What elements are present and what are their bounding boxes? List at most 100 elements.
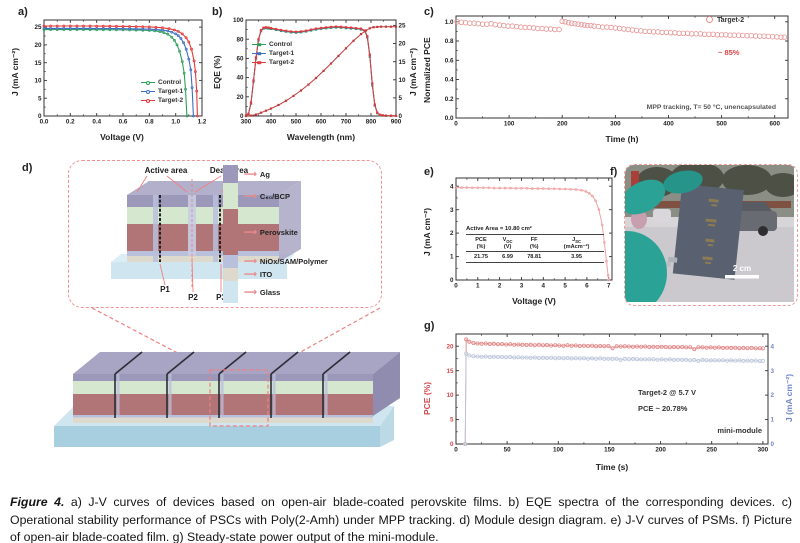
inset-side-face bbox=[279, 181, 301, 262]
svg-text:300: 300 bbox=[758, 447, 769, 454]
glove-finger bbox=[663, 170, 703, 194]
panel-a-label: a) bbox=[18, 6, 28, 18]
line-marker-icon bbox=[252, 42, 266, 47]
ff-value: 78.81 bbox=[527, 254, 542, 261]
niox-layer bbox=[73, 415, 373, 418]
svg-text:5: 5 bbox=[563, 283, 567, 290]
svg-text:0: 0 bbox=[38, 113, 42, 120]
panel-g-xlabel: Time (s) bbox=[595, 462, 629, 472]
svg-text:900: 900 bbox=[391, 119, 402, 126]
inset-niox bbox=[127, 251, 279, 256]
arrow-icon: ⟶ bbox=[244, 168, 257, 179]
svg-text:4: 4 bbox=[542, 283, 546, 290]
legend-item: Target-2 bbox=[252, 58, 294, 67]
panel-c-ylabel: Normalized PCE bbox=[422, 37, 432, 103]
magnifier-rect bbox=[209, 369, 269, 427]
svg-text:200: 200 bbox=[655, 447, 666, 454]
svg-text:1.0: 1.0 bbox=[171, 119, 180, 126]
svg-text:100: 100 bbox=[233, 17, 244, 24]
legend-item: Control bbox=[252, 40, 294, 49]
svg-text:10: 10 bbox=[34, 78, 42, 85]
perovskite-swatch bbox=[223, 209, 238, 255]
legend-item: Target-1 bbox=[252, 49, 294, 58]
svg-text:0: 0 bbox=[450, 441, 454, 448]
active-area-title: Active Area = 10.80 cm² bbox=[466, 226, 532, 232]
svg-text:50: 50 bbox=[504, 447, 512, 454]
voc-value: 6.99 bbox=[502, 254, 514, 261]
glass-side-face bbox=[380, 406, 394, 447]
svg-text:2: 2 bbox=[498, 283, 502, 290]
condition-annotation: MPP tracking, T= 50 °C, unencapsulated bbox=[646, 104, 776, 111]
panel-c-xlabel: Time (h) bbox=[605, 134, 639, 144]
panel-c-legend: Target-2 bbox=[706, 16, 744, 24]
scribe-lines bbox=[114, 351, 351, 418]
svg-text:20: 20 bbox=[446, 343, 454, 350]
svg-text:0: 0 bbox=[240, 113, 244, 120]
eqe-chart: 300 400 500 600 700 800 9000204060801000510152… bbox=[233, 17, 407, 126]
svg-text:3: 3 bbox=[771, 368, 775, 375]
legend-row: ⟶ Glass bbox=[223, 281, 373, 303]
svg-text:1: 1 bbox=[450, 254, 454, 261]
panel-e-jv-module: e) 0 1 2 3 4 5 6 7 0 1 2 3 4 J (mA cm⁻²) Voltage (V)… bbox=[422, 158, 622, 316]
film-photo: 2 cm bbox=[625, 165, 797, 305]
p3-label: P3 bbox=[216, 293, 226, 302]
inset-glass bbox=[111, 262, 287, 279]
legend-item: Target-2 bbox=[141, 96, 183, 105]
svg-text:25: 25 bbox=[34, 24, 42, 31]
svg-text:1.2: 1.2 bbox=[198, 119, 206, 126]
panel-g-label: g) bbox=[424, 320, 435, 332]
figure-caption: Figure 4. a) J-V curves of devices based… bbox=[10, 494, 792, 543]
svg-text:300: 300 bbox=[241, 119, 252, 126]
stability-chart: 0 100 200 300 400 500 600 0.0 0.2 0.4 0.6 0.8 1.0 bbox=[445, 15, 789, 128]
legend-item: Target-1 bbox=[141, 87, 183, 96]
svg-text:4: 4 bbox=[450, 183, 454, 190]
svg-text:1.0: 1.0 bbox=[445, 19, 454, 26]
mini-module-badge: mini-module bbox=[717, 426, 762, 435]
scale-bar bbox=[725, 275, 759, 279]
svg-text:1: 1 bbox=[771, 417, 775, 424]
svg-text:500: 500 bbox=[291, 119, 302, 126]
inset-perovskite bbox=[127, 224, 279, 251]
svg-text:60: 60 bbox=[236, 56, 244, 63]
svg-text:10: 10 bbox=[446, 392, 454, 399]
svg-text:5: 5 bbox=[399, 95, 403, 102]
jv-chart-module: 0 1 2 3 4 5 6 7 0 1 2 3 4 bbox=[450, 177, 613, 290]
white-car bbox=[653, 209, 671, 222]
arrow-icon: ⟶ bbox=[244, 226, 257, 237]
svg-text:0.2: 0.2 bbox=[66, 119, 75, 126]
svg-text:150: 150 bbox=[604, 447, 615, 454]
module-side-face bbox=[373, 352, 400, 416]
line-marker-icon bbox=[252, 60, 266, 65]
svg-text:25: 25 bbox=[399, 23, 407, 30]
svg-text:500: 500 bbox=[716, 121, 727, 128]
line-marker-icon bbox=[141, 80, 155, 85]
glove-palm bbox=[625, 231, 667, 305]
svg-text:800: 800 bbox=[366, 119, 377, 126]
svg-text:3: 3 bbox=[450, 207, 454, 214]
svg-text:2: 2 bbox=[450, 230, 454, 237]
svg-text:2: 2 bbox=[771, 392, 775, 399]
panel-g-steady-state: g) 0 50 100 150 200 250 300 0 5 10 15 20 0 1 2 3 4 PCE (… bbox=[422, 316, 798, 478]
svg-text:40: 40 bbox=[236, 75, 244, 82]
glove-thumb bbox=[625, 179, 666, 215]
pce-value: 21.75 bbox=[473, 254, 488, 261]
svg-text:15: 15 bbox=[446, 368, 454, 375]
legend-row: ⟶ Ag bbox=[223, 165, 373, 183]
panel-b-eqe: b) 300 400 500 600 700 800 900 0 20 40 60 80 100 0 5 10… bbox=[208, 2, 422, 150]
panel-a-jv-devices: a) 0.0 0.2 0.4 0.6 0.8 1.0 1.2 0 5 10 15 20 25 J (mA… bbox=[8, 2, 210, 150]
glass-swatch bbox=[223, 281, 238, 303]
panel-g-ylabel: PCE (%) bbox=[422, 381, 432, 415]
svg-text:100: 100 bbox=[504, 121, 515, 128]
svg-text:0.0: 0.0 bbox=[40, 119, 49, 126]
svg-text:20: 20 bbox=[236, 94, 244, 101]
svg-text:250: 250 bbox=[706, 447, 717, 454]
svg-text:400: 400 bbox=[266, 119, 277, 126]
arrow-icon: ⟶ bbox=[244, 269, 257, 279]
svg-text:20: 20 bbox=[399, 41, 407, 48]
arrow-icon: ⟶ bbox=[244, 256, 257, 266]
p2-label: P2 bbox=[188, 293, 198, 302]
module-top-face bbox=[73, 352, 400, 374]
svg-text:300: 300 bbox=[610, 121, 621, 128]
arrow-icon: ⟶ bbox=[244, 190, 257, 201]
